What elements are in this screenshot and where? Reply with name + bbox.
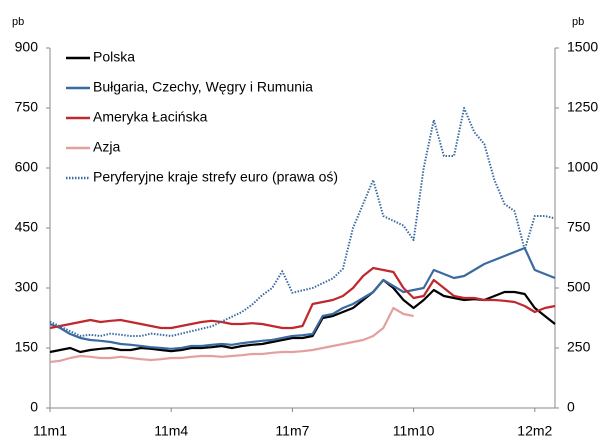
y2-tick-label: 750 — [567, 219, 591, 235]
y2-tick-label: 250 — [567, 339, 591, 355]
y2-axis-label: pb — [572, 16, 584, 28]
y-tick-label: 900 — [15, 39, 39, 55]
series-line — [49, 266, 556, 330]
y-tick-label: 0 — [30, 399, 38, 415]
y-axis-label: pb — [12, 16, 24, 28]
x-tick-label: 11m7 — [275, 423, 309, 439]
y-tick-label: 450 — [15, 219, 39, 235]
legend-label: Bułgaria, Czechy, Węgry i Rumunia — [93, 79, 313, 95]
series-line — [49, 306, 414, 364]
x-tick-label: 11m1 — [33, 423, 67, 439]
legend-label: Polska — [93, 49, 135, 65]
y2-tick-label: 1250 — [567, 99, 598, 115]
y-tick-label: 150 — [15, 339, 39, 355]
x-tick-label: 11m10 — [393, 423, 435, 439]
y2-tick-label: 1000 — [567, 159, 598, 175]
y2-tick-label: 1500 — [567, 39, 598, 55]
y-tick-label: 750 — [15, 99, 39, 115]
x-tick-label: 12m2 — [517, 423, 552, 439]
x-tick-label: 11m4 — [154, 423, 188, 439]
series-line — [49, 107, 556, 337]
y2-tick-label: 0 — [567, 399, 575, 415]
legend-label: Ameryka Łacińska — [93, 109, 208, 125]
series-line — [49, 278, 556, 354]
y-tick-label: 600 — [15, 159, 39, 175]
y-tick-label: 300 — [15, 279, 39, 295]
y2-tick-label: 500 — [567, 279, 591, 295]
series-line — [49, 246, 556, 350]
legend-label: Azja — [93, 139, 120, 155]
legend-label: Peryferyjne kraje strefy euro (prawa oś) — [93, 169, 338, 185]
